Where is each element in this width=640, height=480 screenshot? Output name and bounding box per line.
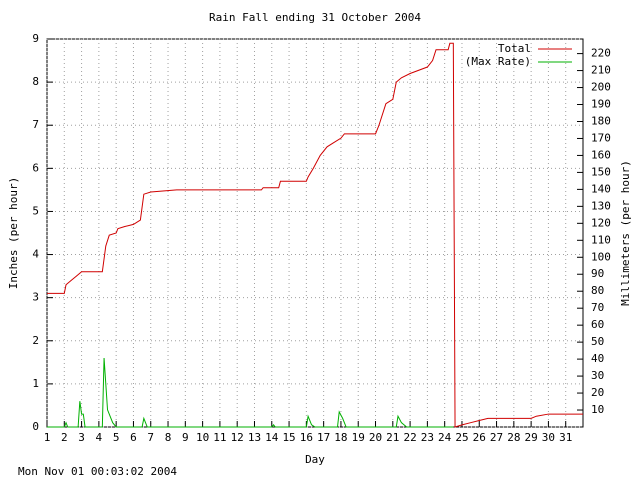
y-tick-label: 8 <box>32 75 39 88</box>
timestamp: Mon Nov 01 00:03:02 2004 <box>18 465 177 478</box>
y2-tick-label: 80 <box>591 284 604 297</box>
y-tick-label: 9 <box>32 32 39 45</box>
x-tick-label: 13 <box>248 431 261 444</box>
y2-tick-label: 200 <box>591 81 611 94</box>
x-tick-label: 3 <box>78 431 85 444</box>
y2-tick-label: 170 <box>591 131 611 144</box>
x-tick-label: 21 <box>386 431 399 444</box>
y2-tick-label: 140 <box>591 182 611 195</box>
y2-tick-label: 10 <box>591 403 604 416</box>
x-tick-label: 10 <box>196 431 209 444</box>
y-tick-label: 4 <box>32 248 39 261</box>
x-axis-label: Day <box>305 453 325 466</box>
x-tick-label: 14 <box>265 431 279 444</box>
y2-tick-label: 160 <box>591 148 611 161</box>
y2-tick-label: 90 <box>591 267 604 280</box>
x-tick-label: 26 <box>473 431 486 444</box>
legend-label: Total <box>498 42 531 55</box>
x-tick-label: 30 <box>542 431 555 444</box>
x-tick-label: 8 <box>165 431 172 444</box>
x-tick-label: 19 <box>352 431 365 444</box>
x-tick-label: 5 <box>113 431 120 444</box>
y-tick-label: 5 <box>32 204 39 217</box>
x-tick-label: 29 <box>525 431 538 444</box>
x-tick-label: 31 <box>559 431 572 444</box>
x-tick-label: 1 <box>44 431 51 444</box>
x-tick-label: 6 <box>130 431 137 444</box>
y2-tick-label: 120 <box>591 216 611 229</box>
x-tick-label: 15 <box>282 431 295 444</box>
y2-tick-label: 30 <box>591 369 604 382</box>
x-tick-label: 28 <box>507 431 520 444</box>
x-tick-label: 18 <box>334 431 347 444</box>
y2-tick-label: 60 <box>591 318 604 331</box>
x-tick-label: 16 <box>300 431 313 444</box>
y2-tick-label: 210 <box>591 64 611 77</box>
y2-tick-label: 150 <box>591 165 611 178</box>
y2-tick-label: 180 <box>591 114 611 127</box>
y2-tick-label: 20 <box>591 386 604 399</box>
x-tick-label: 20 <box>369 431 382 444</box>
x-tick-label: 27 <box>490 431 503 444</box>
x-tick-label: 9 <box>182 431 189 444</box>
x-tick-label: 24 <box>438 431 452 444</box>
y2-tick-label: 100 <box>591 250 611 263</box>
y2-tick-label: 190 <box>591 98 611 111</box>
y-tick-label: 1 <box>32 377 39 390</box>
y2-axis-label: Millimeters (per hour) <box>619 160 632 306</box>
legend-label: (Max Rate) <box>465 55 531 68</box>
y2-tick-label: 130 <box>591 199 611 212</box>
y-tick-label: 0 <box>32 420 39 433</box>
y2-tick-label: 220 <box>591 47 611 60</box>
x-tick-label: 4 <box>96 431 103 444</box>
y2-tick-label: 110 <box>591 233 611 246</box>
x-tick-label: 7 <box>147 431 154 444</box>
chart-title: Rain Fall ending 31 October 2004 <box>209 11 421 24</box>
data-line <box>47 42 583 428</box>
x-tick-label: 22 <box>403 431 416 444</box>
y-axis-label: Inches (per hour) <box>7 177 20 290</box>
y-tick-label: 2 <box>32 334 39 347</box>
y2-tick-label: 50 <box>591 335 604 348</box>
y-tick-label: 6 <box>32 161 39 174</box>
y2-tick-label: 40 <box>591 352 604 365</box>
y2-tick-label: 70 <box>591 301 604 314</box>
y-tick-label: 3 <box>32 291 39 304</box>
x-tick-label: 11 <box>213 431 226 444</box>
x-tick-label: 25 <box>455 431 468 444</box>
x-tick-label: 23 <box>421 431 434 444</box>
data-line <box>47 357 454 428</box>
x-tick-label: 2 <box>61 431 68 444</box>
y-tick-label: 7 <box>32 118 39 131</box>
x-tick-label: 17 <box>317 431 330 444</box>
x-tick-label: 12 <box>231 431 244 444</box>
